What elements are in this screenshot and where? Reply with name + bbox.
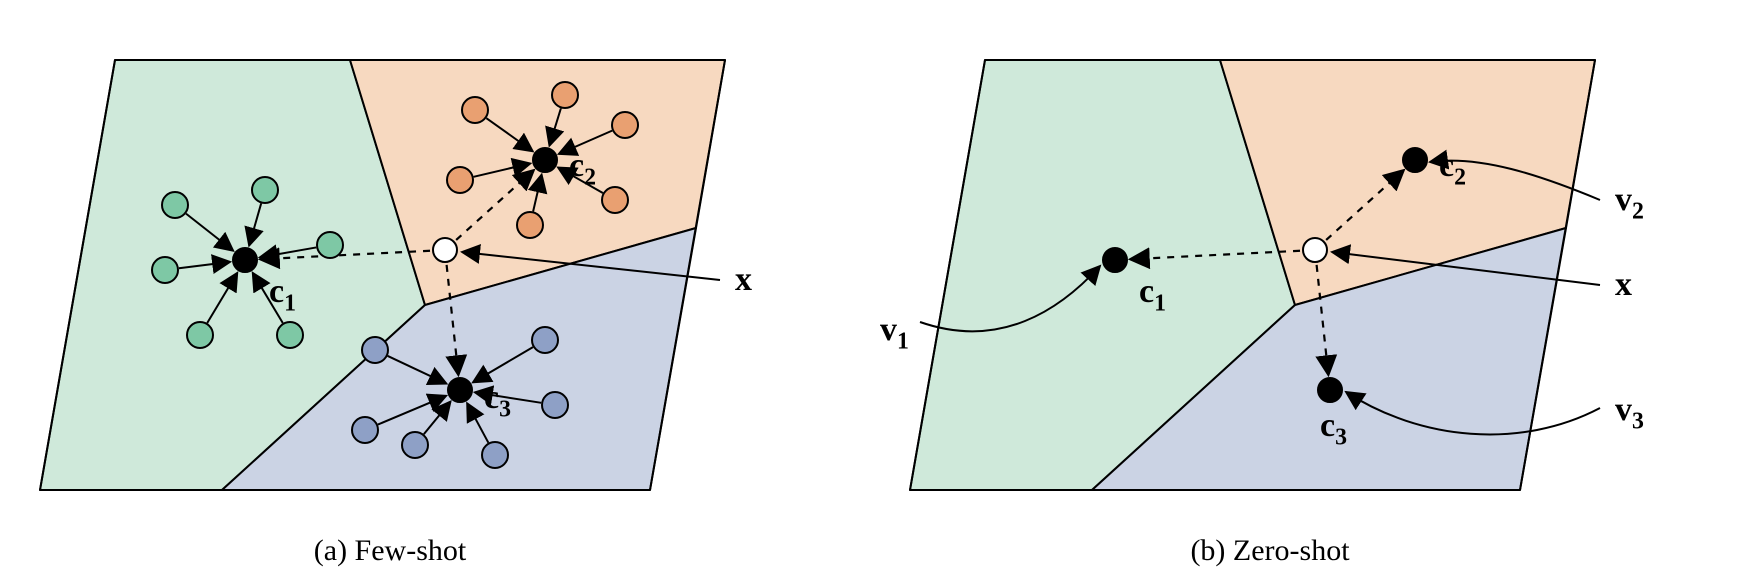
support-point [317, 232, 343, 258]
support-point [362, 337, 388, 363]
support-point [187, 322, 213, 348]
prototype-c3 [1318, 378, 1342, 402]
support-point [462, 97, 488, 123]
query-point [1303, 238, 1327, 262]
support-point [552, 82, 578, 108]
support-point [252, 177, 278, 203]
support-point [152, 257, 178, 283]
prototype-c1 [1103, 248, 1127, 272]
support-point [447, 167, 473, 193]
support-point [352, 417, 378, 443]
label-x: x [735, 261, 752, 298]
support-point [277, 322, 303, 348]
panel-b: c1c2c3xv1v2v3(b) Zero-shot [880, 60, 1644, 567]
support-point [402, 432, 428, 458]
support-point [517, 212, 543, 238]
label-v2: v2 [1615, 181, 1644, 225]
support-point [542, 392, 568, 418]
prototype-c1 [233, 248, 257, 272]
query-point [433, 238, 457, 262]
label-v3: v3 [1615, 391, 1644, 435]
panel-a: c1c2c3x(a) Few-shot [40, 60, 752, 567]
label-v1: v1 [880, 311, 909, 355]
prototype-c2 [1403, 148, 1427, 172]
caption-a: (a) Few-shot [314, 534, 467, 567]
support-point [532, 327, 558, 353]
prototype-c3 [448, 378, 472, 402]
support-point [482, 442, 508, 468]
caption-b: (b) Zero-shot [1190, 534, 1350, 567]
support-point [602, 187, 628, 213]
support-point [612, 112, 638, 138]
support-point [162, 192, 188, 218]
prototype-c2 [533, 148, 557, 172]
label-x: x [1615, 266, 1632, 303]
